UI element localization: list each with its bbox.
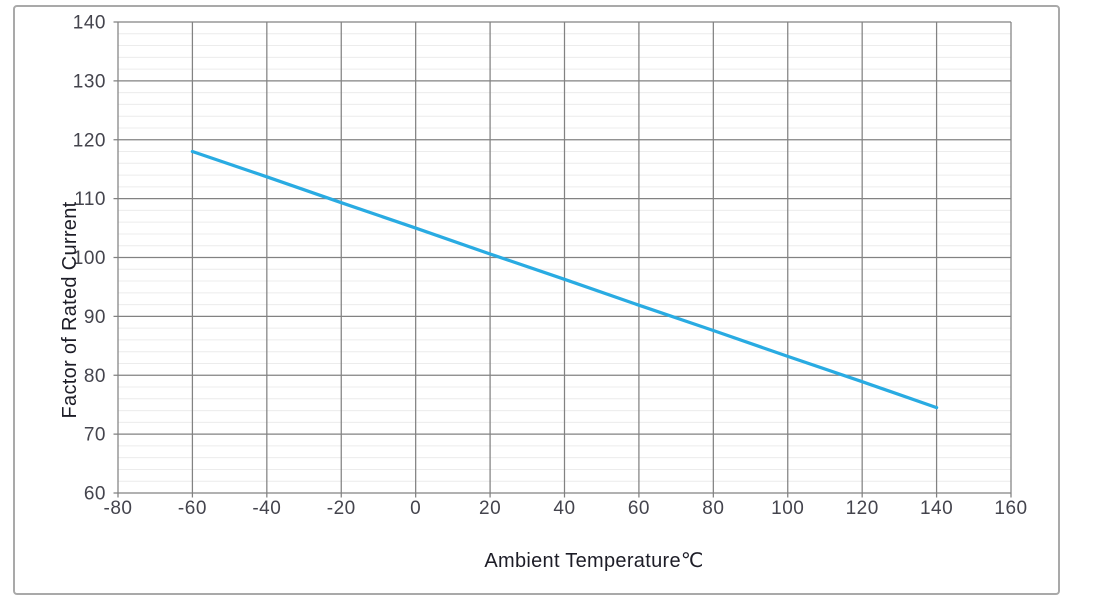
y-tick-label: 100: [73, 248, 106, 269]
y-tick-label: 70: [84, 425, 106, 446]
chart-frame: [13, 5, 1060, 595]
x-axis-title: Ambient Temperature℃: [484, 550, 703, 572]
y-tick-labels: 60 70 80 90 100 110 120 130 140: [73, 13, 106, 505]
x-tick-label: -60: [178, 498, 207, 519]
y-tick-label: 130: [73, 71, 106, 92]
data-series: [190, 149, 939, 410]
x-tick-label: -20: [327, 498, 356, 519]
x-tick-label: -40: [252, 498, 281, 519]
x-tick-label: 60: [628, 498, 650, 519]
x-tick-label: 0: [410, 498, 421, 519]
x-tick-label: 80: [702, 498, 724, 519]
y-tick-label: 60: [84, 484, 106, 505]
x-tick-label: 100: [771, 498, 804, 519]
x-tick-label: 160: [994, 498, 1027, 519]
data-line: [190, 149, 939, 410]
x-tick-label: 40: [553, 498, 575, 519]
x-tick-label: -80: [104, 498, 133, 519]
y-tick-label: 90: [84, 307, 106, 328]
y-tick-label: 140: [73, 13, 106, 34]
x-tick-labels: -80 -60 -40 -20 0 20 40 60 80 100 120 140 160: [104, 498, 1028, 519]
y-axis-title: Factor of Rated Current: [59, 201, 81, 418]
y-tick-label: 120: [73, 130, 106, 151]
x-tick-label: 140: [920, 498, 953, 519]
y-tick-label: 110: [74, 189, 106, 210]
y-tick-label: 80: [84, 366, 106, 387]
axis-ticks: [113, 21, 1012, 498]
x-tick-label: 120: [846, 498, 879, 519]
x-tick-label: 20: [479, 498, 501, 519]
